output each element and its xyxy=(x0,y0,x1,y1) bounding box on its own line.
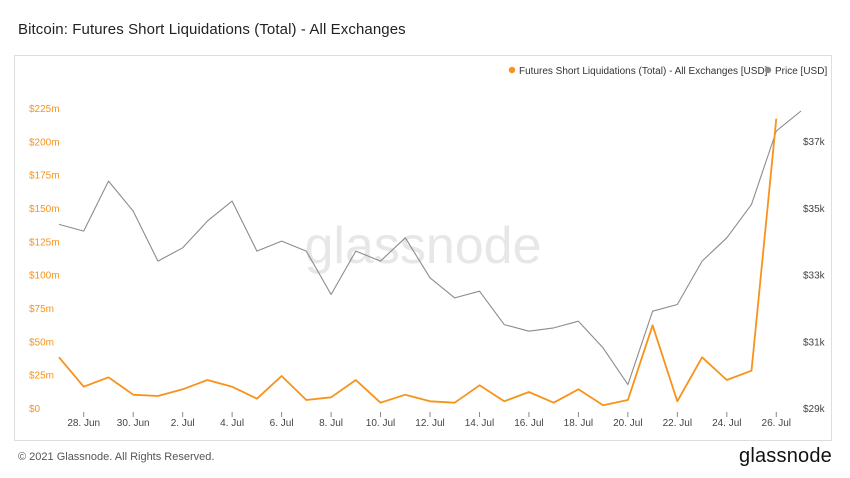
series-lines xyxy=(58,110,802,407)
x-axis-tick-label: 12. Jul xyxy=(415,418,444,429)
left-axis-tick-label: $225m xyxy=(29,104,60,115)
x-axis-tick-label: 4. Jul xyxy=(220,418,244,429)
x-axis-tick-label: 26. Jul xyxy=(762,418,791,429)
left-axis-tick-label: $0 xyxy=(29,404,41,415)
watermark-text: glassnode xyxy=(304,217,541,275)
left-axis-tick-label: $150m xyxy=(29,204,60,215)
left-axis-ticks: $0 $25m $50m $75m $100m $125m $150m $175m $200m $… xyxy=(29,104,60,415)
price-series-line xyxy=(58,110,802,386)
left-axis-tick-label: $75m xyxy=(29,304,54,315)
x-axis-tick-label: 2. Jul xyxy=(171,418,195,429)
copyright-text: © 2021 Glassnode. All Rights Reserved. xyxy=(18,451,215,463)
x-axis-tick-label: 18. Jul xyxy=(564,418,593,429)
x-axis-tick-label: 24. Jul xyxy=(712,418,741,429)
x-axis-tick-label: 20. Jul xyxy=(613,418,642,429)
right-axis-tick-label: $33k xyxy=(803,271,826,282)
left-axis-tick-label: $25m xyxy=(29,371,54,382)
liquidations-series-line xyxy=(58,118,778,407)
right-axis-tick-label: $31k xyxy=(803,337,826,348)
x-axis-tick-label: 10. Jul xyxy=(366,418,395,429)
x-axis-tick-label: 28. Jun xyxy=(67,418,100,429)
legend-price-marker xyxy=(764,66,772,74)
legend-price-label: Price [USD] xyxy=(775,66,827,77)
left-axis-tick-label: $175m xyxy=(29,171,60,182)
x-axis-tick-label: 16. Jul xyxy=(514,418,543,429)
glassnode-logo: glassnode xyxy=(739,445,832,467)
line-chart: glassnode Futures Short Liquidations (To… xyxy=(29,66,827,429)
x-axis-tick-label: 6. Jul xyxy=(270,418,294,429)
legend-liquidations-marker xyxy=(508,66,516,74)
x-axis-tick-label: 30. Jun xyxy=(117,418,150,429)
x-axis-tick-label: 22. Jul xyxy=(663,418,692,429)
x-axis-tick-label: 14. Jul xyxy=(465,418,494,429)
right-axis-tick-label: $37k xyxy=(803,137,826,148)
left-axis-tick-label: $200m xyxy=(29,137,60,148)
page-title: Bitcoin: Futures Short Liquidations (Tot… xyxy=(18,21,406,38)
legend: Futures Short Liquidations (Total) - All… xyxy=(508,66,827,77)
left-axis-tick-label: $125m xyxy=(29,237,60,248)
right-axis-ticks: $29k $31k $33k $35k $37k xyxy=(803,137,826,415)
right-axis-tick-label: $29k xyxy=(803,404,826,415)
left-axis-tick-label: $50m xyxy=(29,337,54,348)
chart-panel: glassnode Futures Short Liquidations (To… xyxy=(14,55,832,441)
x-axis-ticks: 28. Jun 30. Jun 2. Jul 4. Jul 6. Jul 8. Jul 10… xyxy=(67,412,791,429)
legend-liquidations-label: Futures Short Liquidations (Total) - All… xyxy=(519,66,768,77)
x-axis-tick-label: 8. Jul xyxy=(319,418,343,429)
right-axis-tick-label: $35k xyxy=(803,204,826,215)
left-axis-tick-label: $100m xyxy=(29,271,60,282)
